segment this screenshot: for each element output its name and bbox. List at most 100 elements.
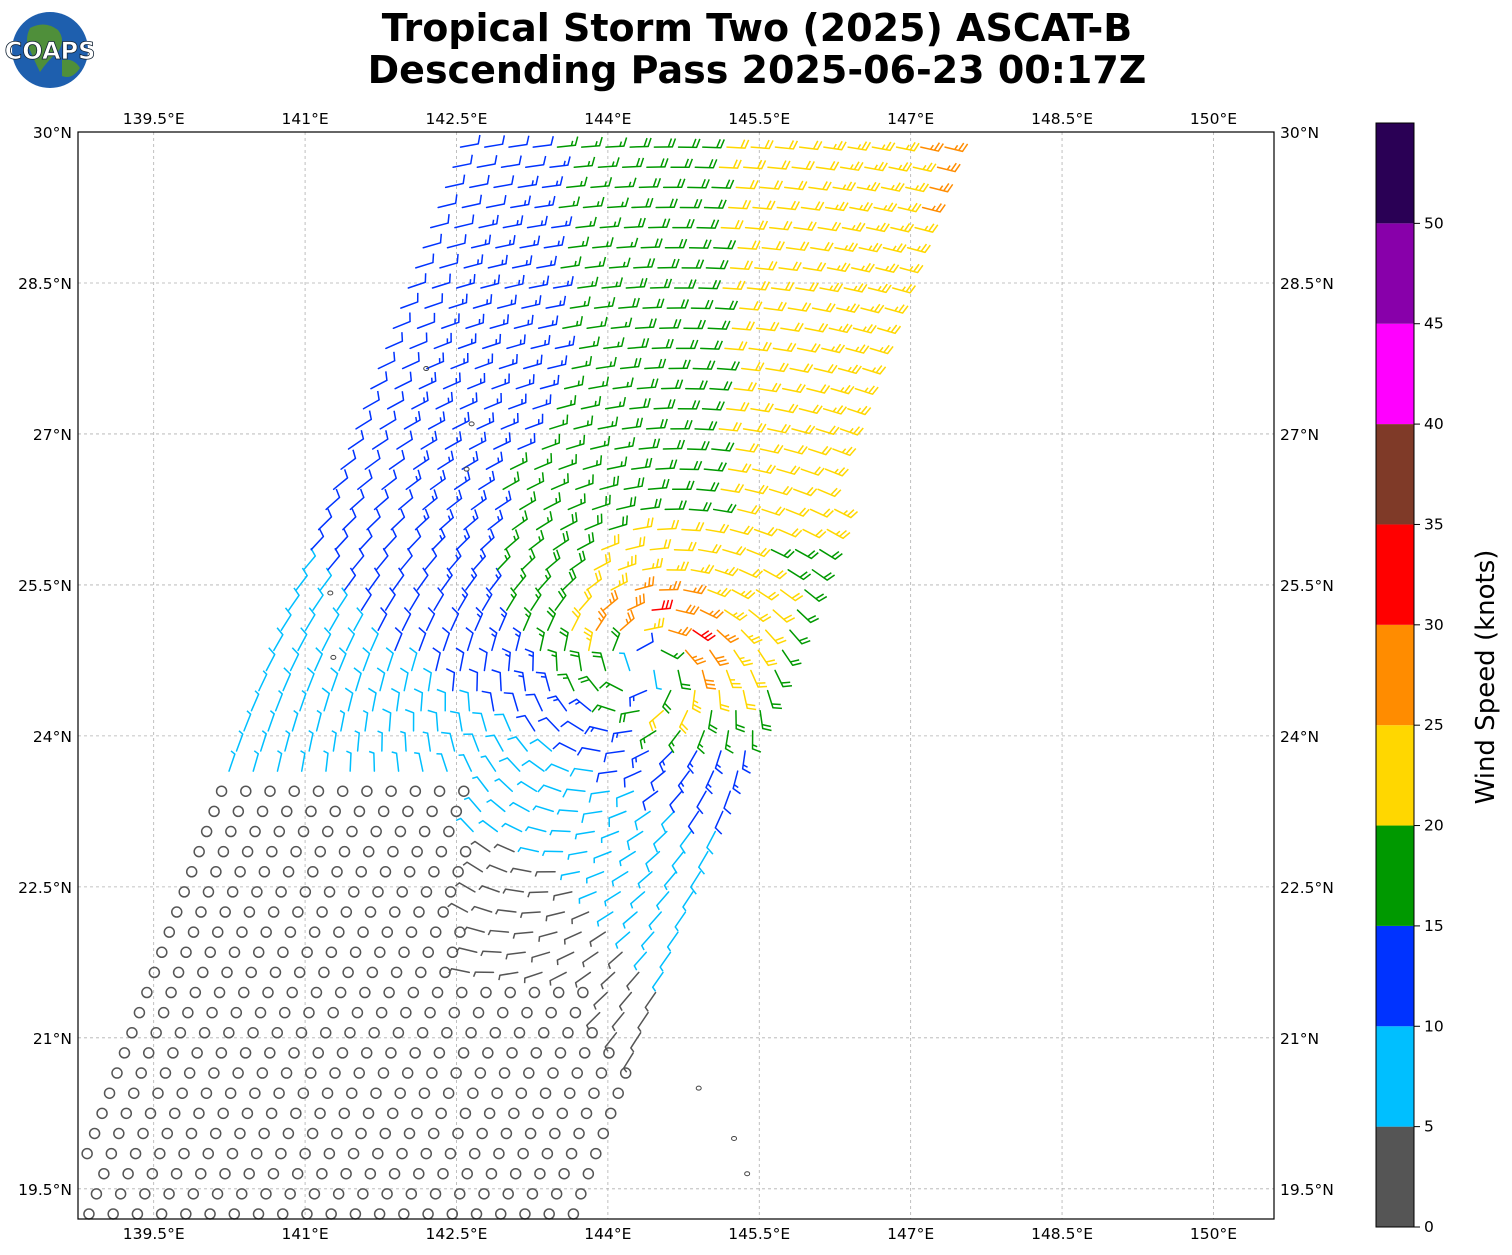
wind-barb: [424, 293, 444, 309]
wind-barb: [547, 1067, 559, 1079]
wind-barb: [619, 1067, 632, 1079]
wind-barb: [751, 730, 762, 753]
wind-barb: [523, 971, 543, 984]
wind-barb: [765, 362, 789, 373]
calm-circle: [420, 886, 433, 898]
wind-barb: [452, 154, 473, 168]
calm-circle: [314, 845, 327, 858]
calm-circle: [552, 986, 565, 999]
wind-barb: [168, 1107, 181, 1120]
wind-barb: [666, 299, 690, 309]
calm-circle: [240, 785, 252, 797]
colorbar-segment: [1376, 624, 1414, 726]
calm-circle: [461, 1167, 473, 1180]
wind-barb: [580, 1107, 593, 1120]
wind-barb: [735, 709, 745, 733]
wind-barb: [484, 135, 506, 148]
wind-barb: [338, 845, 351, 858]
calm-circle: [146, 1167, 159, 1180]
wind-barb: [429, 469, 446, 491]
wind-barb: [495, 909, 517, 915]
wind-barb: [500, 1127, 513, 1140]
wind-barb: [498, 971, 519, 981]
wind-barb: [677, 400, 701, 410]
wind-barb: [634, 318, 657, 330]
calm-circle: [154, 1147, 166, 1160]
wind-barb: [436, 688, 447, 712]
wind-barb: [741, 361, 765, 372]
wind-barb: [700, 340, 723, 350]
calm-circle: [418, 1087, 431, 1099]
wind-barb: [413, 688, 424, 712]
wind-barb: [673, 541, 697, 552]
wind-barb: [358, 528, 373, 551]
wind-barb: [463, 796, 482, 813]
calm-circle: [236, 1188, 248, 1200]
wind-barb: [362, 845, 375, 858]
wind-barb: [340, 906, 353, 918]
wind-barb: [458, 785, 470, 797]
wind-barb: [657, 258, 680, 269]
wind-barb: [535, 511, 553, 531]
calm-circle: [385, 1047, 397, 1059]
wind-barb: [336, 587, 348, 611]
calm-circle: [334, 986, 347, 999]
wind-barb: [522, 606, 532, 631]
wind-barb: [623, 477, 645, 491]
wind-barb: [567, 236, 590, 249]
calm-circle: [405, 926, 418, 938]
calm-circle: [489, 1027, 502, 1039]
calm-circle: [396, 886, 408, 898]
wind-barb: [454, 926, 466, 938]
wind-barb: [837, 364, 862, 375]
wind-barb: [718, 422, 742, 432]
calm-circle: [210, 866, 222, 878]
wind-barb: [368, 567, 381, 591]
wind-barb: [912, 162, 937, 172]
wind-barb: [810, 241, 834, 252]
wind-barb: [631, 750, 650, 769]
wind-barb: [662, 178, 686, 189]
calm-circle: [170, 1167, 183, 1180]
calm-circle: [148, 966, 161, 979]
wind-barb: [858, 242, 883, 253]
wind-barb: [759, 709, 772, 732]
wind-barb: [660, 649, 685, 660]
wind-barb: [357, 926, 369, 938]
wind-barb: [746, 281, 771, 291]
wind-barb: [264, 785, 276, 797]
wind-barb: [385, 785, 397, 797]
wind-barb: [642, 557, 664, 571]
wind-barb: [396, 1147, 408, 1160]
wind-barb: [377, 805, 390, 818]
wind-barb: [405, 1188, 418, 1200]
wind-barb: [505, 951, 526, 960]
wind-barb: [642, 298, 665, 309]
calm-circle: [126, 1027, 138, 1039]
wind-barb: [315, 709, 322, 732]
wind-barb: [802, 528, 827, 539]
calm-circle: [209, 1127, 222, 1140]
wind-barb: [571, 356, 593, 370]
wind-barb: [381, 926, 394, 938]
wind-barb: [614, 177, 637, 189]
wind-barb: [437, 906, 449, 918]
wind-barb: [526, 215, 548, 229]
lon-tick-label-top: 148.5°E: [1031, 110, 1093, 128]
calm-circle: [331, 1127, 343, 1140]
wind-barb: [591, 704, 616, 713]
wind-barb: [544, 763, 569, 772]
wind-barb: [860, 303, 885, 314]
wind-barb: [580, 395, 602, 410]
wind-barb: [696, 219, 720, 229]
calm-circle: [413, 1167, 425, 1180]
wind-barb: [722, 546, 747, 556]
calm-circle: [267, 906, 280, 918]
wind-barb: [195, 1167, 207, 1180]
island-outline: [731, 1135, 738, 1141]
wind-barb: [607, 951, 623, 970]
wind-barb: [577, 675, 599, 692]
wind-barb: [559, 627, 569, 652]
wind-barb: [370, 825, 382, 838]
wind-barb: [476, 412, 495, 430]
